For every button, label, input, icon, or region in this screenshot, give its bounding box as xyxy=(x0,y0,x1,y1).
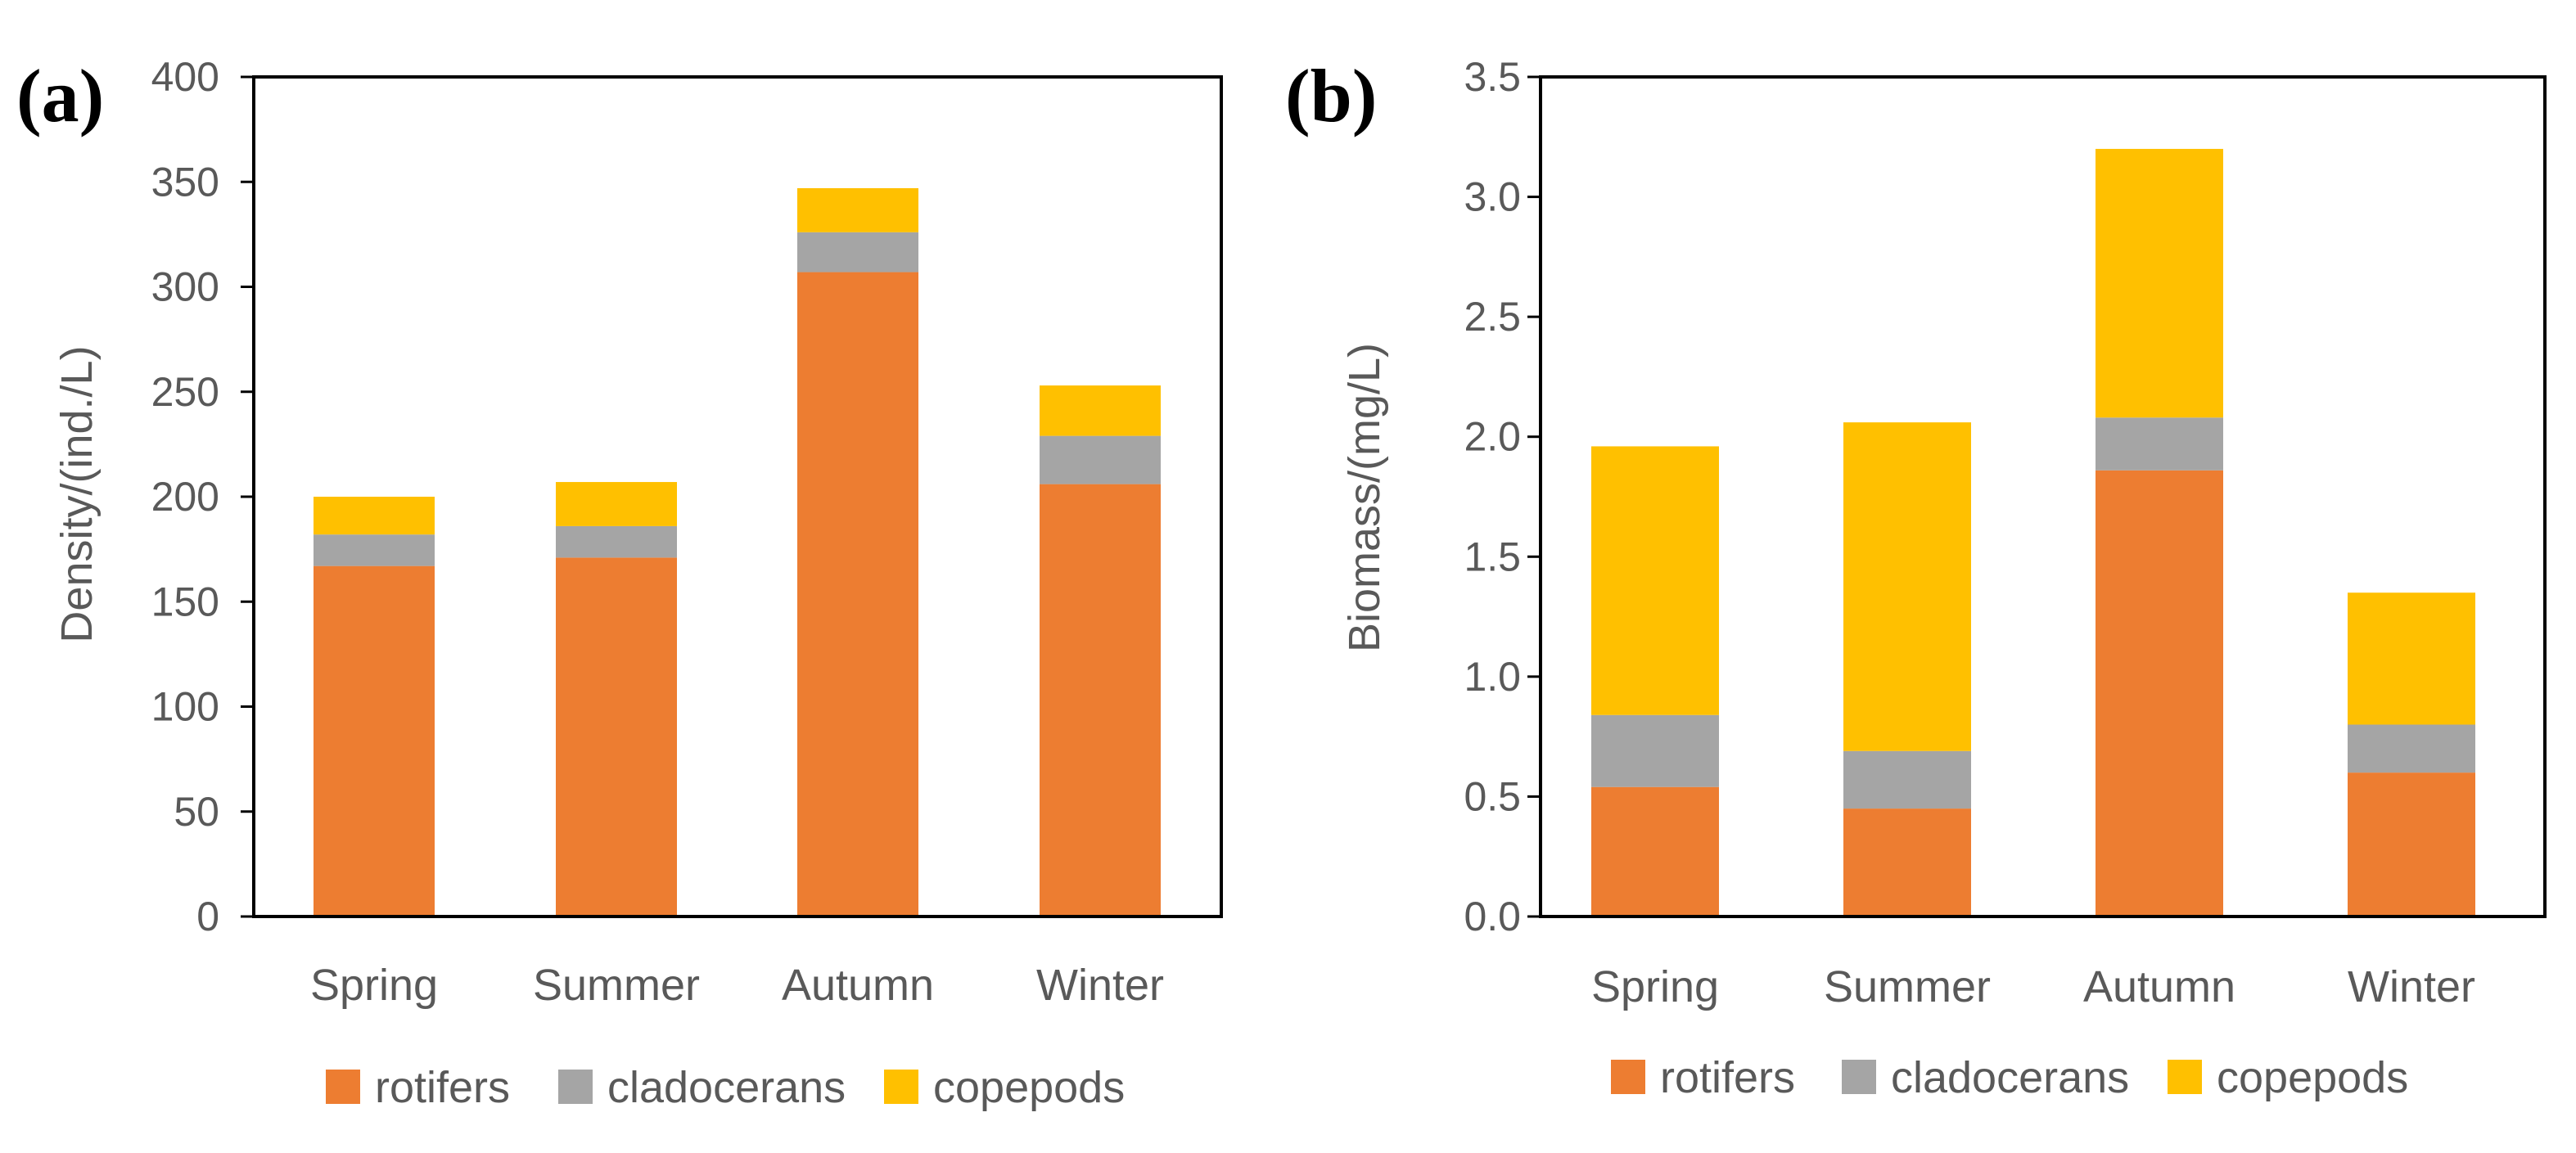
panel-b-legend-label-cladocerans: cladocerans xyxy=(1891,1053,2129,1102)
panel-b-legend-swatch-rotifers xyxy=(1611,1060,1645,1094)
panel-a-legend-swatch-cladocerans xyxy=(558,1070,593,1104)
panel-b-bar-winter-rotifers xyxy=(2348,772,2475,917)
panel-a-y-tick-label: 100 xyxy=(151,684,219,730)
panel-a-x-label-autumn: Autumn xyxy=(782,961,934,1010)
panel-a-bar-autumn-rotifers xyxy=(797,272,918,917)
panel-a-x-labels: Spring Summer Autumn Winter xyxy=(310,961,1164,1010)
panel-a-legend-label-copepods: copepods xyxy=(933,1063,1125,1112)
panel-b-y-tick-label: 1.0 xyxy=(1464,654,1521,700)
panel-a-bar-summer-copepods xyxy=(556,482,677,526)
panel-a-y-tick-label: 0 xyxy=(196,894,219,939)
panel-a-density-chart: (a) Density/(ind./L) 0 50 100 150 200 250 300 3… xyxy=(16,54,1223,1112)
panel-a-y-tick-label: 350 xyxy=(151,159,219,205)
panel-b-bar-summer-rotifers xyxy=(1843,808,1971,917)
panel-b-plot-frame xyxy=(1539,75,2547,918)
panel-b-x-label-winter: Winter xyxy=(2348,962,2475,1011)
panel-b-biomass-chart: (b) Biomass/(mg/L) 0.0 0.5 1.0 1.5 2.0 2.5 3.0… xyxy=(1285,54,2547,1102)
panel-a-y-tick-label: 400 xyxy=(151,54,219,100)
panel-a-y-tick-label: 200 xyxy=(151,474,219,520)
panel-a-bar-winter-rotifers xyxy=(1040,484,1161,917)
panel-a-plot-frame xyxy=(252,75,1223,918)
panel-a-legend-swatch-copepods xyxy=(884,1070,918,1104)
panel-b-bar-spring-rotifers xyxy=(1591,786,1719,917)
panel-a-y-tick-label: 150 xyxy=(151,579,219,624)
panel-a-x-label-winter: Winter xyxy=(1036,961,1164,1010)
panel-a-bar-spring-cladocerans xyxy=(314,534,435,566)
panel-a-y-axis-title: Density/(ind./L) xyxy=(52,345,102,642)
panel-a-bar-spring-rotifers xyxy=(314,565,435,917)
panel-b-x-label-spring: Spring xyxy=(1591,962,1719,1011)
panel-a-bar-summer-cladocerans xyxy=(556,525,677,558)
panel-b-legend-swatch-copepods xyxy=(2168,1060,2202,1094)
panel-b-bar-summer-cladocerans xyxy=(1843,750,1971,809)
panel-a-legend-label-cladocerans: cladocerans xyxy=(607,1063,846,1112)
panel-b-y-tick-label: 0.5 xyxy=(1464,773,1521,819)
panel-a-bar-spring-copepods xyxy=(314,497,435,535)
panel-b-y-tick-label: 3.5 xyxy=(1464,54,1521,100)
panel-b-legend-label-copepods: copepods xyxy=(2217,1053,2408,1102)
panel-a-legend: rotifers cladocerans copepods xyxy=(326,1063,1125,1112)
panel-b-bar-autumn-copepods xyxy=(2096,148,2223,418)
panel-b-x-label-summer: Summer xyxy=(1824,962,1991,1011)
panel-b-bar-autumn-rotifers xyxy=(2096,470,2223,917)
panel-a-x-label-spring: Spring xyxy=(310,961,438,1010)
panel-b-bar-autumn-cladocerans xyxy=(2096,417,2223,471)
panel-a-y-tick-label: 250 xyxy=(151,369,219,415)
panel-a-y-tick-label: 50 xyxy=(174,789,219,835)
panel-b-y-tick-label: 3.0 xyxy=(1464,174,1521,220)
panel-b-x-label-autumn: Autumn xyxy=(2083,962,2235,1011)
panel-b-bar-winter-copepods xyxy=(2348,592,2475,725)
panel-b-bar-summer-copepods xyxy=(1843,422,1971,751)
panel-b-bars xyxy=(1591,148,2475,917)
panel-a-bar-autumn-copepods xyxy=(797,187,918,232)
panel-a-bar-winter-copepods xyxy=(1040,385,1161,436)
panel-b-legend-swatch-cladocerans xyxy=(1842,1060,1876,1094)
panel-b-label: (b) xyxy=(1285,54,1377,137)
panel-b-y-tick-label: 2.0 xyxy=(1464,414,1521,460)
panel-b-x-labels: Spring Summer Autumn Winter xyxy=(1591,962,2475,1011)
panel-b-y-tick-label: 0.0 xyxy=(1464,894,1521,939)
panel-b-y-tick-label: 2.5 xyxy=(1464,294,1521,340)
panel-a-bar-autumn-cladocerans xyxy=(797,232,918,272)
panel-b-bar-winter-cladocerans xyxy=(2348,724,2475,773)
panel-b-y-ticks: 0.0 0.5 1.0 1.5 2.0 2.5 3.0 3.5 xyxy=(1464,54,1541,939)
panel-a-bar-winter-cladocerans xyxy=(1040,435,1161,484)
panel-a-bars xyxy=(314,187,1161,917)
panel-b-bar-spring-copepods xyxy=(1591,446,1719,715)
panel-a-label: (a) xyxy=(16,54,104,137)
panel-a-bar-summer-rotifers xyxy=(556,557,677,917)
panel-b-legend: rotifers cladocerans copepods xyxy=(1611,1053,2408,1102)
panel-b-y-tick-label: 1.5 xyxy=(1464,534,1521,579)
panel-a-legend-swatch-rotifers xyxy=(326,1070,360,1104)
panel-a-y-ticks: 0 50 100 150 200 250 300 350 400 xyxy=(151,54,254,939)
panel-b-bar-spring-cladocerans xyxy=(1591,714,1719,787)
panel-a-legend-label-rotifers: rotifers xyxy=(375,1063,510,1112)
panel-a-x-label-summer: Summer xyxy=(533,961,700,1010)
panel-a-y-tick-label: 300 xyxy=(151,264,219,310)
panel-b-y-axis-title: Biomass/(mg/L) xyxy=(1340,343,1389,652)
panel-b-legend-label-rotifers: rotifers xyxy=(1660,1053,1795,1102)
